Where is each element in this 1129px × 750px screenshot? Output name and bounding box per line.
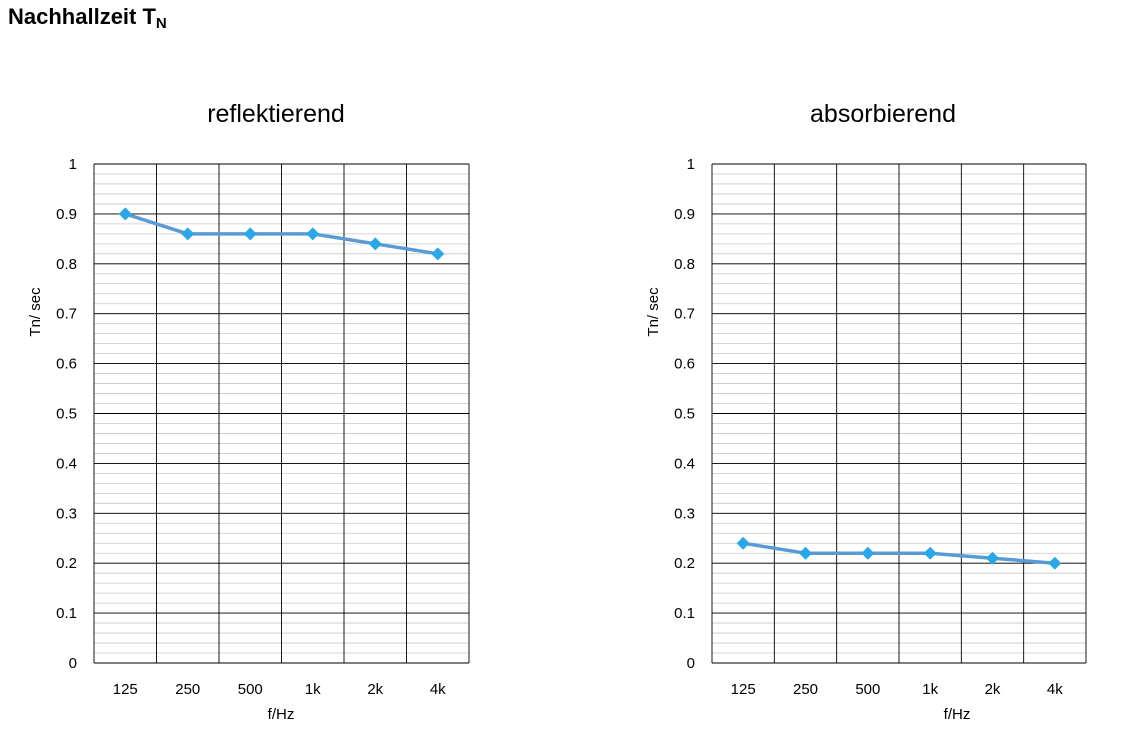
x-tick-label: 500 (238, 681, 263, 698)
x-axis-label: f/Hz (268, 706, 295, 723)
y-tick-label: 0.2 (56, 555, 77, 572)
x-tick-label: 2k (985, 681, 1001, 698)
grid (711, 163, 1087, 664)
y-tick-label: 0 (687, 655, 695, 672)
y-tick-label: 0.6 (56, 356, 77, 373)
data-point (1048, 556, 1062, 570)
y-axis-label: Tn/ sec (27, 287, 44, 337)
x-tick-label: 4k (1047, 681, 1063, 698)
x-axis-label: f/Hz (944, 706, 971, 723)
x-tick-label: 1k (305, 681, 321, 698)
data-point (306, 227, 320, 241)
data-point (986, 551, 999, 565)
y-tick-label: 0.5 (674, 406, 695, 423)
y-tick-label: 0 (69, 655, 77, 672)
y-tick-label: 0.5 (56, 406, 77, 423)
data-point (736, 536, 750, 550)
x-tick-labels: 125 250 500 1k 2k 4k (731, 681, 1064, 698)
y-tick-label: 0.2 (674, 555, 695, 572)
y-tick-labels: 0 0.1 0.2 0.3 0.4 0.5 0.6 0.7 0.8 0.9 1 (674, 156, 695, 672)
page-title-main: Nachhallzeit T (8, 4, 156, 29)
x-tick-label: 125 (731, 681, 756, 698)
y-tick-label: 0.1 (56, 605, 77, 622)
y-axis-label: Tn/ sec (645, 287, 662, 337)
page-title-subscript: N (155, 15, 167, 32)
y-tick-label: 0.8 (674, 256, 695, 273)
y-tick-label: 0.1 (674, 605, 695, 622)
x-tick-labels: 125 250 500 1k 2k 4k (113, 681, 446, 698)
x-tick-label: 500 (855, 681, 880, 698)
y-tick-label: 0.4 (56, 455, 77, 472)
x-tick-label: 1k (922, 681, 938, 698)
chart-reflektierend: reflektierend 00.10.20.30.40.50.60.70.80… (27, 100, 470, 723)
series-line (742, 541, 1055, 565)
data-point (181, 227, 195, 241)
chart-title: reflektierend (207, 100, 345, 128)
y-tick-label: 0.6 (674, 356, 695, 373)
data-point (243, 227, 257, 241)
chart-title: absorbierend (810, 100, 956, 128)
y-tick-label: 0.4 (674, 455, 695, 472)
y-tick-labels: 0 0.1 0.2 0.3 0.4 0.5 0.6 0.7 0.8 0.9 1 (56, 156, 77, 672)
y-tick-label: 0.3 (674, 505, 695, 522)
data-point (861, 546, 875, 560)
data-markers (118, 207, 445, 261)
x-tick-label: 250 (793, 681, 818, 698)
series-line (124, 212, 439, 256)
y-tick-label: 0.7 (674, 306, 695, 323)
x-tick-label: 250 (175, 681, 200, 698)
y-tick-label: 0.9 (674, 206, 695, 223)
x-tick-label: 4k (430, 681, 446, 698)
y-tick-label: 0.7 (56, 306, 77, 323)
chart-absorbierend: absorbierend 0 0.1 0.2 0.3 0.4 0.5 0.6 0.7 0.8 0.… (645, 100, 1087, 723)
y-tick-label: 0.3 (56, 505, 77, 522)
x-tick-label: 125 (113, 681, 138, 698)
grid (93, 163, 470, 664)
y-tick-label: 1 (687, 156, 695, 173)
y-tick-label: 0.8 (56, 256, 77, 273)
data-point (431, 247, 445, 261)
data-point (368, 237, 382, 251)
x-tick-label: 2k (367, 681, 383, 698)
y-tick-label: 0.9 (56, 206, 77, 223)
page-title: Nachhallzeit TN (8, 4, 167, 32)
data-point (799, 546, 812, 560)
y-tick-label: 1 (69, 156, 77, 173)
data-point (118, 207, 132, 221)
data-point (923, 546, 937, 560)
